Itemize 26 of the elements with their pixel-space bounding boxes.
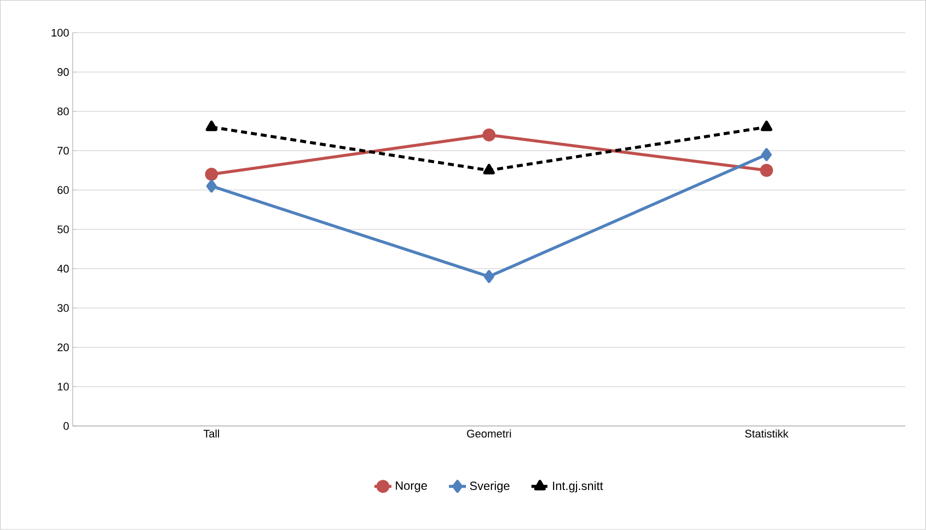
point [760, 120, 772, 132]
y-tick-label: 80 [58, 108, 69, 116]
y-tick-label: 40 [57, 264, 69, 273]
point [482, 128, 496, 142]
y-tick-label: 90 [58, 68, 69, 76]
y-tick-label: 10 [58, 382, 69, 391]
point [761, 148, 772, 162]
point [206, 120, 218, 132]
y-tick-label: 50 [57, 226, 69, 234]
y-tick-label: 100 [52, 28, 69, 37]
y-tick-label: 0 [64, 422, 69, 430]
x-tick-label: Statistikk [745, 430, 788, 438]
y-tick-label: 20 [58, 344, 69, 352]
point [205, 168, 218, 181]
point [206, 180, 217, 193]
point [484, 270, 494, 284]
x-tick-label: Geometri [467, 430, 511, 438]
y-tick-label: 60 [58, 186, 69, 194]
x-tick-label: Tall [204, 430, 220, 438]
legend-label: Sverige [470, 481, 510, 493]
legend-label: Norge [396, 482, 427, 492]
y-tick-label: 70 [58, 146, 69, 155]
y-tick-label: 30 [57, 304, 69, 312]
legend-label: Int.gj.snitt [553, 481, 604, 493]
point [483, 164, 495, 174]
point [760, 164, 774, 177]
